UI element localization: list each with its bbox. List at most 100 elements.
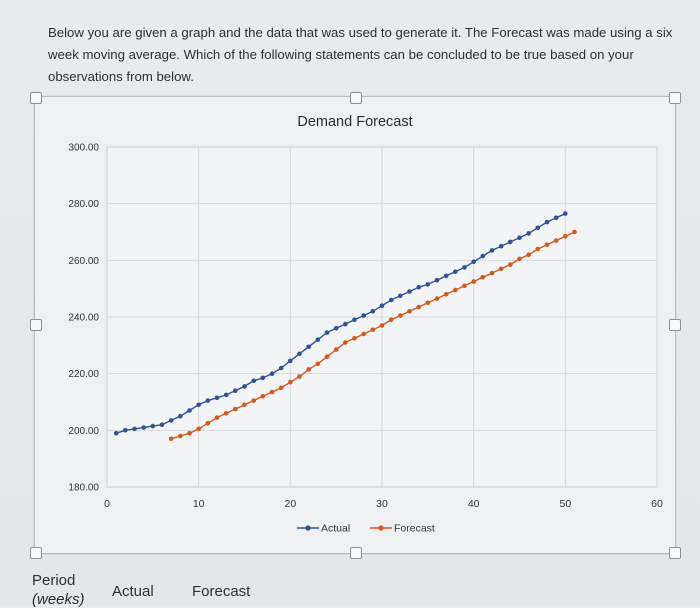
forecast-point	[288, 379, 293, 385]
forecast-point	[306, 367, 312, 372]
actual-point	[333, 326, 339, 331]
actual-point	[178, 413, 183, 419]
forecast-point	[168, 436, 174, 442]
actual-point	[132, 426, 137, 432]
table-header-period: Period	[32, 572, 76, 589]
actual-point	[297, 351, 302, 357]
forecast-point	[251, 398, 256, 403]
forecast-point	[553, 238, 559, 243]
actual-point	[508, 239, 513, 245]
actual-point	[517, 235, 522, 240]
actual-point	[205, 398, 211, 403]
forecast-point	[563, 233, 568, 239]
actual-point	[251, 378, 256, 384]
forecast-point	[278, 385, 284, 391]
resize-handle-bottom-right[interactable]	[669, 547, 681, 559]
actual-point	[242, 384, 247, 389]
resize-handle-bottom-center[interactable]	[350, 547, 362, 559]
actual-point	[361, 313, 367, 318]
actual-point	[425, 282, 431, 287]
actual-point	[278, 365, 284, 371]
forecast-point	[480, 275, 486, 280]
forecast-point	[535, 246, 541, 252]
actual-point	[306, 344, 312, 350]
forecast-point	[315, 361, 321, 367]
actual-point	[407, 289, 412, 294]
resize-handle-top-left[interactable]	[30, 92, 42, 104]
resize-handle-middle-left[interactable]	[30, 319, 42, 331]
forecast-point	[242, 402, 247, 408]
resize-handle-middle-right[interactable]	[669, 319, 681, 331]
forecast-point	[425, 300, 431, 306]
resize-handle-top-right[interactable]	[669, 92, 681, 104]
actual-point	[443, 273, 449, 279]
actual-point	[141, 425, 146, 430]
y-tick-label: 240.00	[68, 313, 99, 324]
forecast-point	[370, 327, 376, 333]
actual-point	[471, 259, 477, 265]
actual-point	[535, 225, 541, 231]
actual-point	[544, 219, 550, 225]
actual-point	[187, 408, 192, 413]
actual-point	[526, 231, 531, 236]
x-tick-label: 40	[468, 498, 480, 510]
forecast-point	[526, 252, 531, 257]
actual-point	[434, 277, 440, 283]
table-header-period-sub: (weeks)	[32, 591, 85, 608]
actual-point	[223, 392, 229, 398]
forecast-point	[324, 354, 330, 360]
legend-forecast-label: Forecast	[394, 523, 435, 535]
actual-point	[123, 428, 128, 433]
legend-forecast-swatch-marker	[378, 525, 384, 531]
actual-point	[315, 337, 321, 342]
x-tick-label: 20	[284, 498, 296, 510]
chart-frame[interactable]: 300.00 280.00 260.00 240.00 220.00 200.00 180.…	[30, 92, 681, 559]
forecast-point	[544, 242, 550, 248]
actual-point	[388, 297, 394, 303]
legend-actual-swatch-marker	[305, 525, 311, 531]
question-text: Below you are given a graph and the data…	[48, 25, 673, 84]
actual-point	[352, 317, 357, 323]
actual-point	[379, 303, 385, 308]
forecast-point	[333, 347, 339, 352]
actual-point	[288, 358, 293, 364]
forecast-point	[352, 336, 357, 341]
x-tick-label: 10	[193, 498, 205, 510]
x-axis-ticks: 0 10 20 30 40 50 60	[104, 498, 663, 510]
forecast-point	[260, 394, 266, 399]
actual-point	[150, 423, 156, 429]
forecast-point	[214, 415, 220, 420]
demand-forecast-chart: 300.00 280.00 260.00 240.00 220.00 200.00 180.…	[68, 114, 663, 535]
actual-point	[489, 248, 495, 253]
x-tick-label: 60	[651, 498, 663, 510]
actual-point	[398, 293, 403, 299]
actual-point	[343, 321, 348, 327]
forecast-point	[388, 317, 394, 323]
actual-point	[498, 243, 504, 249]
forecast-point	[269, 389, 275, 395]
forecast-point	[453, 287, 458, 293]
forecast-point	[517, 256, 522, 262]
forecast-point	[471, 279, 477, 284]
legend-actual-label: Actual	[321, 523, 350, 535]
y-tick-label: 220.00	[68, 369, 99, 380]
actual-point	[269, 371, 275, 377]
actual-point	[416, 285, 422, 290]
actual-point	[553, 215, 559, 221]
gridlines	[107, 147, 657, 487]
forecast-point	[489, 270, 495, 276]
forecast-point	[178, 433, 183, 439]
forecast-point	[379, 323, 385, 328]
resize-handle-bottom-left[interactable]	[30, 547, 42, 559]
y-tick-label: 300.00	[68, 143, 99, 154]
forecast-point	[416, 304, 422, 310]
forecast-point	[508, 262, 513, 267]
resize-handle-top-center[interactable]	[350, 92, 362, 104]
forecast-point	[443, 292, 449, 297]
actual-point	[260, 375, 266, 381]
actual-point	[168, 418, 174, 423]
actual-point	[563, 211, 568, 216]
y-tick-label: 280.00	[68, 199, 99, 210]
actual-point	[453, 269, 458, 274]
chart-title: Demand Forecast	[297, 114, 412, 130]
